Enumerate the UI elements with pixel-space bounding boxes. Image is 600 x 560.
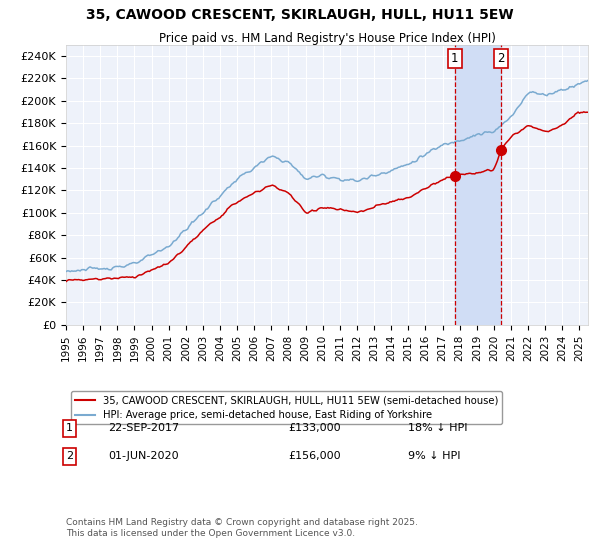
Legend: 35, CAWOOD CRESCENT, SKIRLAUGH, HULL, HU11 5EW (semi-detached house), HPI: Avera: 35, CAWOOD CRESCENT, SKIRLAUGH, HULL, HU… [71, 391, 502, 424]
Bar [455, 45, 501, 325]
Title: Price paid vs. HM Land Registry's House Price Index (HPI): Price paid vs. HM Land Registry's House … [158, 32, 496, 45]
Text: 2: 2 [497, 52, 505, 65]
Text: 2: 2 [66, 451, 73, 461]
Text: 22-SEP-2017: 22-SEP-2017 [108, 423, 179, 433]
Text: 1: 1 [451, 52, 458, 65]
Text: Contains HM Land Registry data © Crown copyright and database right 2025.
This d: Contains HM Land Registry data © Crown c… [66, 518, 418, 538]
Text: 9% ↓ HPI: 9% ↓ HPI [408, 451, 461, 461]
Text: 01-JUN-2020: 01-JUN-2020 [108, 451, 179, 461]
Text: £133,000: £133,000 [288, 423, 341, 433]
Text: £156,000: £156,000 [288, 451, 341, 461]
Text: 18% ↓ HPI: 18% ↓ HPI [408, 423, 467, 433]
Text: 35, CAWOOD CRESCENT, SKIRLAUGH, HULL, HU11 5EW: 35, CAWOOD CRESCENT, SKIRLAUGH, HULL, HU… [86, 8, 514, 22]
Text: 1: 1 [66, 423, 73, 433]
